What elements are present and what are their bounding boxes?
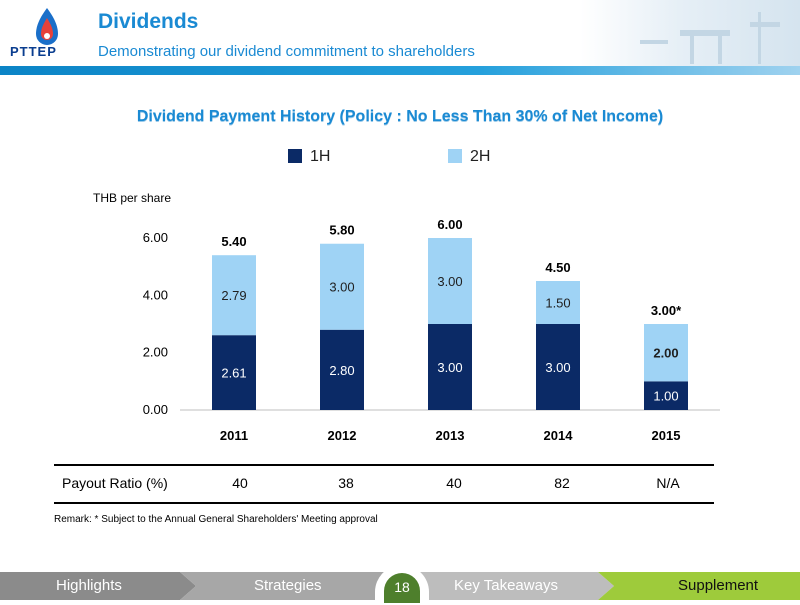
data-label-1h-2011: 2.61 xyxy=(221,366,246,381)
total-label-2014: 4.50 xyxy=(545,260,570,275)
data-label-1h-2014: 3.00 xyxy=(545,360,570,375)
data-label-2h-2012: 3.00 xyxy=(329,280,354,295)
tab-highlights-label: Highlights xyxy=(56,577,122,594)
total-label-2012: 5.80 xyxy=(329,223,354,238)
y-axis-label: THB per share xyxy=(93,191,172,205)
payout-value-2014: 82 xyxy=(554,475,570,491)
tab-key-takeaways-label: Key Takeaways xyxy=(454,577,558,594)
remark-note: Remark: * Subject to the Annual General … xyxy=(54,514,378,525)
x-tick-label: 2013 xyxy=(436,428,465,443)
footer-nav: Highlights Strategies Key Takeaways Supp… xyxy=(0,572,800,600)
tab-strategies[interactable]: Strategies xyxy=(196,572,376,600)
pttep-logo-icon xyxy=(36,8,58,45)
data-label-2h-2011: 2.79 xyxy=(221,288,246,303)
data-label-2h-2013: 3.00 xyxy=(437,274,462,289)
total-label-2011: 5.40 xyxy=(221,234,246,249)
legend-swatch-2h xyxy=(448,149,462,163)
x-tick-label: 2014 xyxy=(544,428,574,443)
tab-key-takeaways[interactable]: Key Takeaways xyxy=(430,572,600,600)
data-label-2h-2014: 1.50 xyxy=(545,296,570,311)
bar-1h-2012 xyxy=(320,329,364,410)
bar-2h-2011 xyxy=(212,255,256,336)
page-subtitle: Demonstrating our dividend commitment to… xyxy=(98,43,475,60)
payout-ratio-label: Payout Ratio (%) xyxy=(62,475,168,491)
header: PTTEP Dividends Demonstrating our divide… xyxy=(0,0,800,75)
tab-strategies-label: Strategies xyxy=(254,577,322,594)
bar-1h-2014 xyxy=(536,324,580,410)
x-tick-label: 2015 xyxy=(652,428,681,443)
total-label-2015: 3.00* xyxy=(651,303,682,318)
footer-chevron-bar xyxy=(0,572,800,600)
data-label-2h-2015: 2.00 xyxy=(653,346,678,361)
bar-2h-2013 xyxy=(428,238,472,324)
tab-supplement-label: Supplement xyxy=(678,577,759,594)
legend-item-1h: 1H xyxy=(288,148,330,166)
payout-value-2013: 40 xyxy=(446,475,462,491)
y-tick-label: 4.00 xyxy=(143,287,168,302)
header-divider xyxy=(0,66,800,75)
legend-label-2h: 2H xyxy=(470,148,491,165)
page-number: 18 xyxy=(384,573,420,603)
payout-value-2012: 38 xyxy=(338,475,354,491)
tab-supplement[interactable]: Supplement xyxy=(614,572,800,600)
bar-2h-2012 xyxy=(320,243,364,330)
logo-text: PTTEP xyxy=(10,44,57,59)
bar-2h-2014 xyxy=(536,281,580,324)
chart-legend: 1H 2H xyxy=(0,148,800,170)
x-tick-label: 2011 xyxy=(220,428,248,443)
legend-swatch-1h xyxy=(288,149,302,163)
bar-1h-2013 xyxy=(428,324,472,410)
legend-label-1h: 1H xyxy=(310,148,331,165)
bar-1h-2015 xyxy=(644,381,688,410)
bar-1h-2011 xyxy=(212,335,256,410)
y-tick-label: 2.00 xyxy=(143,345,168,360)
chart-title: Dividend Payment History (Policy : No Le… xyxy=(136,108,664,125)
dividend-chart: 0.00 2.00 4.00 6.00 2.61 2.79 5.40 2011 2.80 3.00… xyxy=(143,217,720,443)
y-tick-label: 0.00 xyxy=(143,402,168,417)
y-tick-label: 6.00 xyxy=(143,230,168,245)
page-title: Dividends xyxy=(98,10,199,33)
bar-2h-2015 xyxy=(644,324,688,382)
payout-ratio-row: Payout Ratio (%) 40 38 40 82 N/A xyxy=(54,464,714,504)
x-tick-label: 2012 xyxy=(328,428,357,443)
legend-item-2h: 2H xyxy=(448,148,490,166)
data-label-1h-2013: 3.00 xyxy=(437,360,462,375)
tab-highlights[interactable]: Highlights xyxy=(0,572,190,600)
data-label-1h-2015: 1.00 xyxy=(653,389,678,404)
data-label-1h-2012: 2.80 xyxy=(329,363,354,378)
total-label-2013: 6.00 xyxy=(437,217,462,232)
payout-value-2015: N/A xyxy=(656,475,680,491)
payout-value-2011: 40 xyxy=(232,475,248,491)
offshore-platform-banner xyxy=(580,0,800,70)
